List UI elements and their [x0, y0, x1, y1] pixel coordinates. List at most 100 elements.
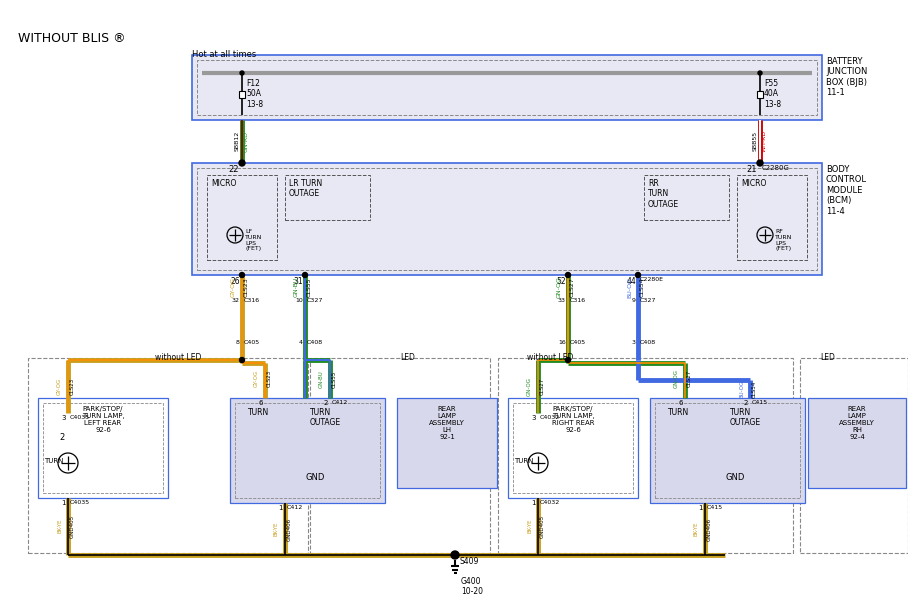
Bar: [28, 358, 308, 553]
Text: 1: 1: [698, 505, 703, 511]
Text: GND405: GND405: [540, 514, 545, 537]
Text: CLS55: CLS55: [332, 370, 337, 387]
Text: RF
TURN
LPS
(FET): RF TURN LPS (FET): [775, 229, 793, 251]
Text: CLS27: CLS27: [687, 370, 692, 387]
Text: S409: S409: [459, 557, 479, 566]
Text: C4032: C4032: [540, 500, 560, 505]
Text: C412: C412: [332, 400, 349, 405]
Text: 4: 4: [299, 340, 303, 345]
Bar: [737, 175, 807, 260]
Text: 32: 32: [232, 298, 240, 303]
Text: 10: 10: [295, 298, 303, 303]
Text: GN-BU: GN-BU: [294, 277, 299, 297]
Bar: [285, 175, 370, 220]
Text: C4035: C4035: [70, 415, 90, 420]
Text: GY-OG: GY-OG: [57, 378, 62, 395]
Text: GN-OG: GN-OG: [557, 276, 562, 298]
Bar: [235, 403, 380, 498]
Text: LF
TURN
LPS
(FET): LF TURN LPS (FET): [245, 229, 262, 251]
Circle shape: [636, 273, 640, 278]
Bar: [310, 358, 490, 553]
Text: BK-YE: BK-YE: [694, 522, 699, 536]
Bar: [650, 398, 805, 503]
Text: CLS27: CLS27: [570, 277, 575, 297]
Text: WH-RD: WH-RD: [762, 130, 767, 152]
Text: GY-OG: GY-OG: [231, 277, 236, 297]
Text: CLS23: CLS23: [244, 277, 249, 297]
Bar: [38, 398, 168, 498]
Text: PARK/STOP/
TURN LAMP,
RIGHT REAR
92-6: PARK/STOP/ TURN LAMP, RIGHT REAR 92-6: [552, 406, 595, 433]
Text: TURN: TURN: [514, 458, 533, 464]
Text: C415: C415: [752, 400, 768, 405]
Text: BU-OG: BU-OG: [627, 276, 632, 298]
Bar: [43, 403, 163, 493]
Text: C327: C327: [640, 298, 656, 303]
Text: 3: 3: [632, 340, 636, 345]
Bar: [498, 358, 793, 553]
Text: C2280G: C2280G: [762, 165, 790, 171]
Text: CLS55: CLS55: [307, 278, 312, 296]
Text: REAR
LAMP
ASSEMBLY
LH
92-1: REAR LAMP ASSEMBLY LH 92-1: [429, 406, 465, 440]
Text: LR TURN
OUTAGE: LR TURN OUTAGE: [289, 179, 322, 198]
Text: WITHOUT BLIS ®: WITHOUT BLIS ®: [18, 32, 125, 45]
Text: GY-OG: GY-OG: [254, 370, 259, 387]
Bar: [207, 175, 277, 260]
Bar: [397, 398, 497, 488]
Text: BODY
CONTROL
MODULE
(BCM)
11-4: BODY CONTROL MODULE (BCM) 11-4: [826, 165, 867, 215]
Text: C408: C408: [307, 340, 323, 345]
Text: CLS54: CLS54: [640, 277, 645, 297]
Circle shape: [302, 273, 308, 278]
Text: GN-OG: GN-OG: [527, 376, 532, 395]
Text: 31: 31: [293, 277, 303, 286]
Text: PARK/STOP/
TURN LAMP,
LEFT REAR
92-6: PARK/STOP/ TURN LAMP, LEFT REAR 92-6: [82, 406, 124, 433]
Text: MICRO: MICRO: [741, 179, 766, 188]
Bar: [644, 175, 729, 220]
Text: C415: C415: [707, 505, 723, 510]
Bar: [239, 90, 245, 98]
Text: CLS23: CLS23: [267, 370, 272, 387]
Text: RR
TURN
OUTAGE: RR TURN OUTAGE: [648, 179, 679, 209]
Circle shape: [566, 357, 570, 362]
Text: 26: 26: [231, 277, 240, 286]
Text: C316: C316: [570, 298, 587, 303]
Text: without LED: without LED: [155, 353, 202, 362]
Text: TURN
OUTAGE: TURN OUTAGE: [310, 408, 341, 428]
Bar: [655, 403, 800, 498]
Text: MICRO: MICRO: [211, 179, 236, 188]
Text: 2: 2: [323, 400, 328, 406]
Text: Hot at all times: Hot at all times: [192, 50, 256, 59]
Text: 22: 22: [229, 165, 239, 174]
Circle shape: [758, 71, 762, 75]
Text: TURN
OUTAGE: TURN OUTAGE: [730, 408, 761, 428]
Text: GND: GND: [725, 473, 745, 482]
Bar: [197, 60, 817, 115]
Text: BU-OG: BU-OG: [739, 380, 744, 398]
Text: GN-OG: GN-OG: [674, 368, 679, 387]
Text: TURN: TURN: [668, 408, 689, 417]
Text: REAR
LAMP
ASSEMBLY
RH
92-4: REAR LAMP ASSEMBLY RH 92-4: [839, 406, 875, 440]
Bar: [800, 358, 908, 553]
Text: C4035: C4035: [70, 500, 90, 505]
Text: 44: 44: [627, 277, 636, 286]
Text: SBB12: SBB12: [235, 131, 240, 151]
Text: G400
10-20: G400 10-20: [461, 577, 483, 597]
Text: GN-RD: GN-RD: [244, 131, 249, 151]
Text: 6: 6: [678, 400, 683, 406]
Text: GND: GND: [305, 473, 325, 482]
Bar: [230, 398, 385, 503]
Text: C408: C408: [640, 340, 656, 345]
Text: SBB55: SBB55: [753, 131, 758, 151]
Bar: [508, 398, 638, 498]
Text: C4032: C4032: [540, 415, 560, 420]
Text: GN-BU: GN-BU: [319, 370, 324, 388]
Text: GND406: GND406: [707, 517, 712, 540]
Text: F55
40A
13-8: F55 40A 13-8: [764, 79, 781, 109]
Text: 2: 2: [59, 432, 64, 442]
Text: C412: C412: [287, 505, 303, 510]
Text: LED: LED: [820, 353, 834, 362]
Text: GND406: GND406: [287, 517, 292, 540]
Text: GND405: GND405: [70, 514, 75, 537]
Text: BK-YE: BK-YE: [274, 522, 279, 536]
Text: 16: 16: [558, 340, 566, 345]
Bar: [192, 163, 822, 275]
